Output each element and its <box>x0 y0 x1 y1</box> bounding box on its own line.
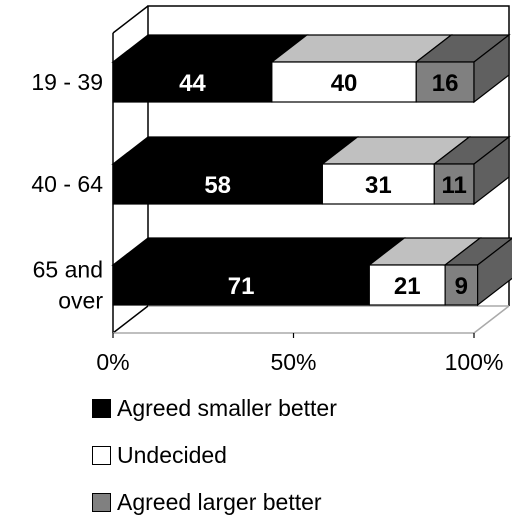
category-label: 65 and <box>33 257 103 283</box>
bar-segment <box>112 264 370 306</box>
legend-label-agreed-smaller: Agreed smaller better <box>117 395 337 421</box>
bar-segment <box>368 264 446 306</box>
bar-segment <box>415 61 475 103</box>
data-label: 31 <box>365 172 392 199</box>
data-label: 21 <box>394 273 421 300</box>
bar-top-face <box>111 136 360 165</box>
left-depth-edge <box>112 305 149 334</box>
data-label: 11 <box>441 172 466 199</box>
legend-item-agreed-smaller: Agreed smaller better <box>92 395 337 422</box>
data-label: 40 <box>331 70 358 97</box>
data-label: 71 <box>228 273 255 300</box>
category-label: 40 - 64 <box>31 171 103 197</box>
data-label: 44 <box>179 70 206 97</box>
y-axis-categories: 19 - 39 40 - 64 65 and over <box>31 69 103 314</box>
legend-item-undecided: Undecided <box>92 442 227 469</box>
floor-right-edge <box>473 305 510 334</box>
bar-segment <box>433 163 475 205</box>
bar-segment <box>112 61 273 103</box>
data-label: 58 <box>204 172 231 199</box>
data-label: 16 <box>432 70 459 97</box>
legend-label-undecided: Undecided <box>117 442 227 468</box>
category-label: 19 - 39 <box>31 69 103 95</box>
bar-segment <box>321 163 435 205</box>
legend-swatch-agreed-smaller <box>92 399 111 418</box>
legend-label-agreed-larger: Agreed larger better <box>117 489 322 515</box>
legend-item-agreed-larger: Agreed larger better <box>92 489 322 516</box>
bar-side-face <box>473 135 510 206</box>
legend-swatch-undecided <box>92 446 111 465</box>
top-depth-edge <box>112 5 149 34</box>
bar-top-face <box>111 237 407 266</box>
data-label: 9 <box>455 273 468 300</box>
x-tick-label: 100% <box>445 349 504 375</box>
x-axis-ticks: 0% 50% 100% <box>96 333 503 375</box>
bar-segment <box>112 163 323 205</box>
x-tick-label: 50% <box>270 349 316 375</box>
bar-side-face <box>473 33 510 104</box>
bar-side-face <box>477 237 512 307</box>
bars-group: 44 40 16 58 31 11 71 21 9 <box>111 33 512 307</box>
x-tick-label: 0% <box>96 349 129 375</box>
category-label: over <box>58 288 103 314</box>
legend-swatch-agreed-larger <box>92 493 111 512</box>
